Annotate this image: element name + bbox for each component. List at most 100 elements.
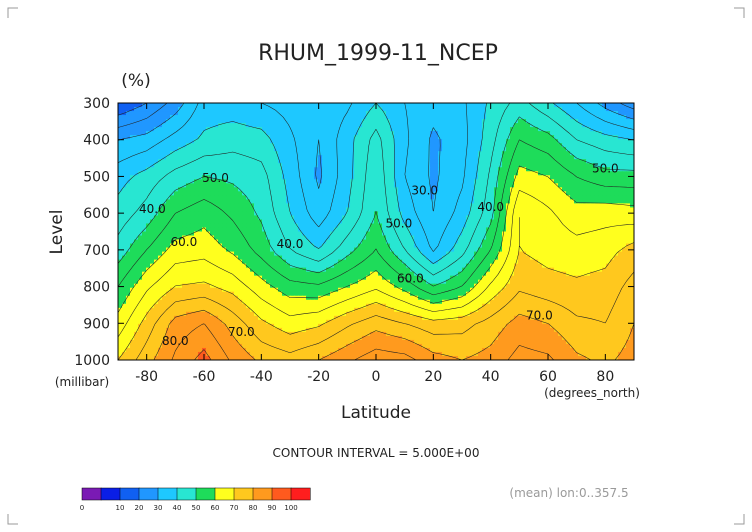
- field-cell: [158, 135, 163, 140]
- field-cell: [630, 175, 634, 180]
- field-cell: [282, 219, 287, 225]
- field-cell: [310, 127, 315, 132]
- field-cell: [162, 175, 167, 180]
- field-cell: [606, 155, 611, 160]
- field-cell: [158, 127, 163, 132]
- field-cell: [286, 127, 291, 132]
- field-cell: [410, 127, 415, 132]
- field-cell: [494, 251, 499, 257]
- field-cell: [402, 239, 407, 245]
- field-cell: [314, 179, 319, 184]
- field-cell: [154, 155, 159, 160]
- field-cell: [470, 135, 475, 140]
- field-cell: [622, 243, 627, 249]
- field-cell: [618, 223, 623, 229]
- field-cell: [558, 211, 563, 217]
- field-cell: [166, 175, 171, 180]
- field-cell: [186, 187, 191, 192]
- field-cell: [450, 183, 455, 188]
- field-cell: [490, 175, 495, 180]
- field-cell: [450, 131, 455, 136]
- field-cell: [542, 163, 547, 168]
- field-cell: [334, 255, 339, 261]
- field-cell: [138, 183, 143, 188]
- field-cell: [542, 203, 547, 209]
- field-cell: [198, 207, 203, 213]
- field-cell: [566, 195, 571, 200]
- field-cell: [326, 139, 331, 144]
- field-cell: [458, 187, 463, 192]
- field-cell: [546, 247, 551, 253]
- field-cell: [430, 211, 435, 217]
- field-cell: [538, 115, 543, 120]
- field-cell: [534, 103, 539, 108]
- field-cell: [286, 103, 291, 108]
- field-cell: [390, 207, 395, 213]
- field-cell: [230, 235, 235, 241]
- field-cell: [422, 143, 427, 148]
- field-cell: [626, 159, 631, 164]
- field-cell: [550, 231, 555, 237]
- field-cell: [314, 147, 319, 152]
- field-cell: [554, 111, 559, 116]
- field-cell: [186, 135, 191, 140]
- field-cell: [270, 247, 275, 253]
- field-cell: [274, 255, 279, 261]
- field-cell: [318, 107, 323, 112]
- field-cell: [522, 231, 527, 237]
- field-cell: [450, 151, 455, 156]
- field-cell: [354, 235, 359, 241]
- field-cell: [266, 207, 271, 213]
- field-cell: [382, 203, 387, 209]
- field-cell: [206, 223, 211, 229]
- field-cell: [218, 115, 223, 120]
- field-cell: [170, 179, 175, 184]
- field-cell: [202, 199, 207, 204]
- field-cell: [526, 239, 531, 245]
- field-cell: [354, 227, 359, 233]
- field-cell: [514, 183, 519, 188]
- field-cell: [230, 151, 235, 156]
- field-cell: [194, 147, 199, 152]
- field-cell: [322, 231, 327, 237]
- field-cell: [482, 155, 487, 160]
- field-cell: [530, 103, 535, 108]
- field-cell: [302, 143, 307, 148]
- field-cell: [290, 103, 295, 108]
- field-cell: [126, 227, 131, 233]
- field-cell: [542, 199, 547, 204]
- field-cell: [434, 247, 439, 253]
- field-cell: [278, 119, 283, 124]
- field-cell: [190, 119, 195, 124]
- field-cell: [266, 175, 271, 180]
- field-cell: [418, 127, 423, 132]
- field-cell: [282, 187, 287, 192]
- field-cell: [534, 127, 539, 132]
- field-cell: [154, 255, 159, 261]
- field-cell: [310, 171, 315, 176]
- field-cell: [438, 175, 443, 180]
- field-cell: [306, 203, 311, 209]
- field-cell: [254, 187, 259, 192]
- field-cell: [602, 159, 607, 164]
- field-cell: [422, 131, 427, 136]
- field-cell: [170, 111, 175, 116]
- field-cell: [310, 191, 315, 196]
- field-cell: [250, 247, 255, 253]
- field-cell: [554, 195, 559, 200]
- field-cell: [610, 151, 615, 156]
- field-cell: [314, 247, 319, 253]
- field-cell: [566, 119, 571, 124]
- field-cell: [566, 115, 571, 120]
- field-cell: [470, 207, 475, 213]
- field-cell: [326, 207, 331, 213]
- field-cell: [318, 115, 323, 120]
- field-cell: [298, 147, 303, 152]
- field-cell: [274, 163, 279, 168]
- field-cell: [390, 111, 395, 116]
- field-cell: [150, 127, 155, 132]
- field-cell: [150, 171, 155, 176]
- field-cell: [626, 231, 631, 237]
- field-cell: [162, 211, 167, 217]
- field-cell: [530, 135, 535, 140]
